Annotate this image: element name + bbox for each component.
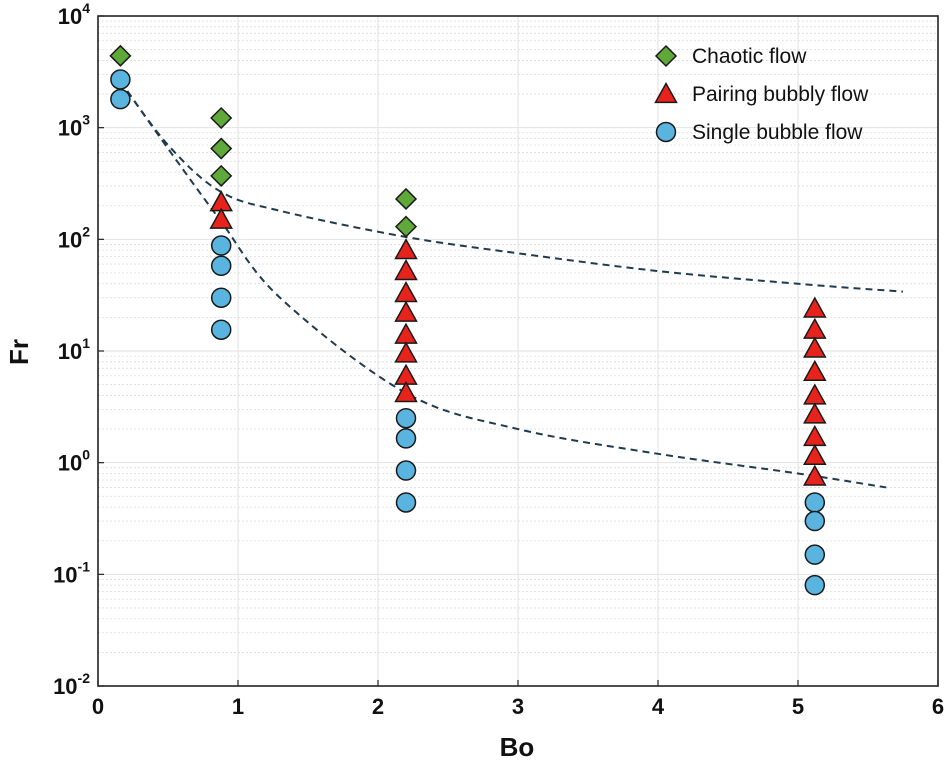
y-tick-label: 101 <box>58 335 90 364</box>
data-point-circle <box>804 510 826 532</box>
data-point-circle <box>210 287 232 308</box>
data-point-circle <box>804 544 826 565</box>
data-point-diamond <box>109 44 132 67</box>
legend-item: Single bubble flow <box>655 121 863 144</box>
data-point-triangle <box>803 402 827 424</box>
data-point-triangle <box>803 296 827 318</box>
data-point-triangle <box>394 341 418 363</box>
legend-label: Chaotic flow <box>692 45 807 68</box>
y-tick-label: 10-1 <box>53 558 90 587</box>
data-point-diamond <box>210 164 233 187</box>
legend-item: Chaotic flow <box>654 44 807 68</box>
data-point-triangle <box>803 336 827 358</box>
legend-marker-diamond <box>654 44 678 68</box>
legend-marker-triangle <box>654 81 678 104</box>
data-point-diamond <box>394 215 418 238</box>
data-point-triangle <box>209 207 233 229</box>
data-point-circle <box>804 492 826 513</box>
data-point-circle <box>110 69 131 90</box>
data-markers <box>109 44 827 596</box>
boundary-line-2 <box>119 80 887 489</box>
data-point-triangle <box>803 464 827 486</box>
data-point-diamond <box>210 137 233 160</box>
data-point-diamond <box>394 187 418 211</box>
data-point-circle <box>395 492 417 513</box>
legend-item: Pairing bubbly flow <box>654 81 869 106</box>
boundary-lines <box>119 80 904 489</box>
data-point-triangle <box>803 443 827 466</box>
legend: Chaotic flow Pairing bubbly flow Single bu… <box>654 44 869 144</box>
data-point-circle <box>210 319 232 340</box>
x-tick-label: 5 <box>792 694 804 719</box>
x-tick-label: 6 <box>932 694 944 719</box>
data-point-triangle <box>803 359 827 382</box>
data-point-circle <box>804 574 826 596</box>
x-tick-label: 1 <box>232 694 244 719</box>
data-point-triangle <box>394 381 418 403</box>
data-point-circle <box>110 88 131 110</box>
x-tick-label: 0 <box>92 694 104 719</box>
x-tick-label: 3 <box>512 694 524 719</box>
data-point-triangle <box>394 259 418 281</box>
legend-marker-circle <box>655 121 677 143</box>
x-axis-ticks: 0 1 2 3 4 5 6 <box>92 680 944 719</box>
data-point-circle <box>395 428 417 449</box>
x-axis-title: Bo <box>500 732 535 762</box>
data-point-triangle <box>394 238 418 260</box>
y-tick-label: 102 <box>58 223 90 252</box>
grid <box>97 15 939 687</box>
y-axis-ticks: 10-2 10-1 100 101 102 103 104 <box>53 0 104 699</box>
x-tick-label: 4 <box>652 694 665 719</box>
data-point-diamond <box>210 106 233 130</box>
y-axis-title: Fr <box>4 339 34 365</box>
x-tick-label: 2 <box>372 694 384 719</box>
y-tick-label: 103 <box>58 112 90 141</box>
data-point-triangle <box>394 300 418 322</box>
data-point-circle <box>395 460 417 481</box>
legend-label: Single bubble flow <box>692 121 863 144</box>
data-point-circle <box>210 255 232 277</box>
legend-label: Pairing bubbly flow <box>692 83 869 106</box>
y-tick-label: 100 <box>58 447 90 476</box>
data-point-circle <box>395 407 417 429</box>
y-tick-label: 10-2 <box>53 670 90 699</box>
y-tick-label: 104 <box>58 0 90 29</box>
data-point-circle <box>210 235 232 256</box>
